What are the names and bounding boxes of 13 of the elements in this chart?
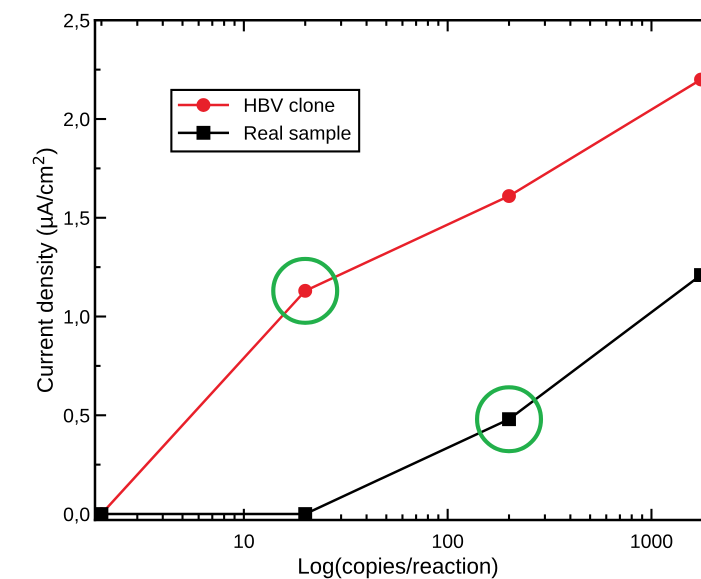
x-tick-label: 1000 [631, 534, 672, 548]
y-tick-label: 1,5 [64, 211, 90, 228]
legend-label: HBV clone [244, 98, 334, 112]
legend-label: Real sample [244, 126, 351, 144]
y-axis-title: Current density (µA/cm$^{2}$) [32, 148, 58, 392]
x-tick-label: 10 [234, 534, 254, 548]
y-tick-label: 0,5 [64, 408, 90, 425]
y-tick-label: 1,0 [64, 310, 90, 326]
x-tick-label: 100 [432, 534, 464, 548]
x-axis-title: Log(copies/reaction) [299, 558, 498, 578]
y-tick-label: 0,0 [64, 507, 90, 524]
y-tick-label: 2,0 [64, 112, 90, 129]
y-tick-label: 2,5 [64, 14, 90, 30]
